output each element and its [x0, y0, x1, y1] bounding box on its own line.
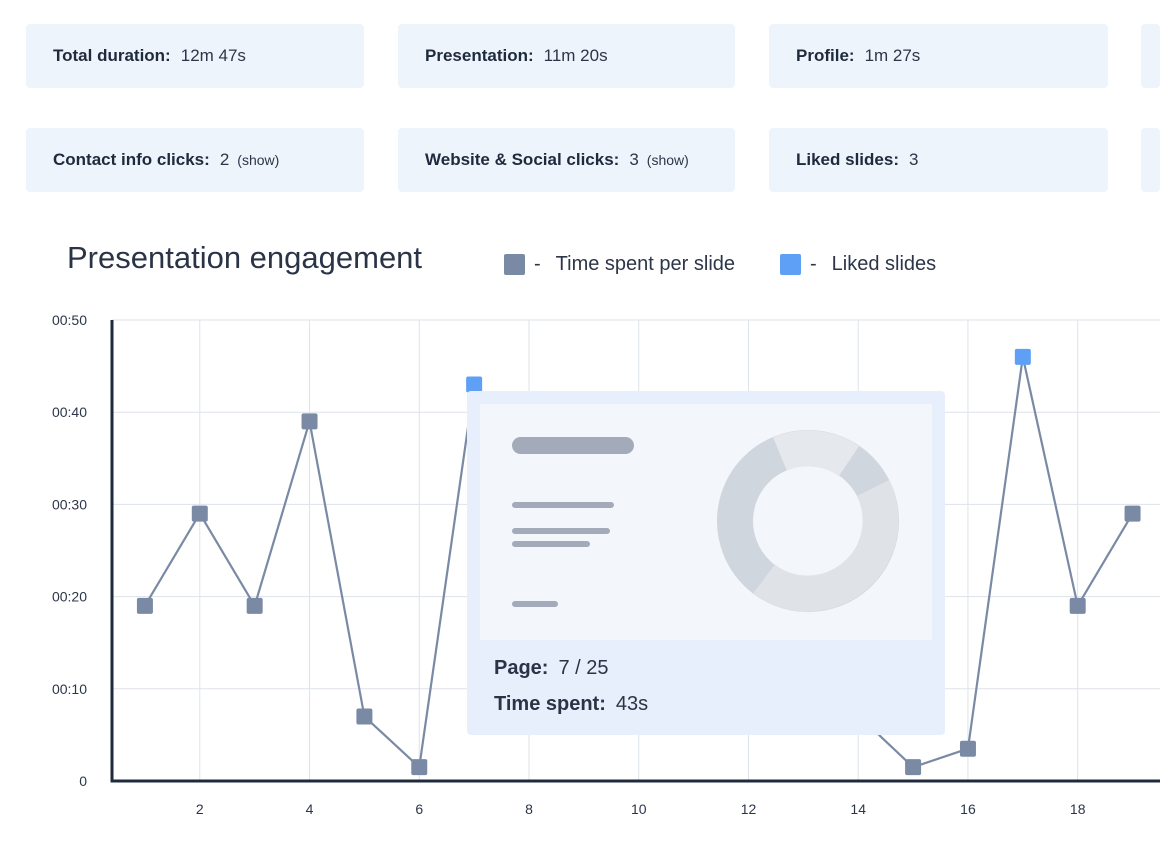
legend-label: Time spent per slide [555, 253, 736, 275]
series-line-segment [966, 356, 1024, 749]
data-point [301, 413, 318, 430]
series-line-segment [308, 421, 366, 717]
y-tick-label: 00:30 [52, 496, 87, 512]
series-line-segment [418, 384, 476, 768]
series-line-segment [143, 513, 201, 607]
liked-slide-point [466, 376, 483, 393]
x-tick-label: 6 [415, 801, 423, 817]
data-point [246, 597, 263, 614]
stat-value: 1m 27s [864, 46, 921, 65]
stat-value: 12m 47s [180, 46, 246, 65]
chart-axes [110, 320, 1160, 783]
y-tick-label: 00:40 [52, 404, 87, 420]
slide-tooltip: Page: 7 / 25 Time spent: 43s [467, 391, 945, 735]
stat-label: Liked slides: [796, 150, 899, 169]
slide-thumbnail-graphic [512, 430, 899, 612]
legend-item-liked-slides: - Liked slides [780, 253, 936, 276]
y-tick-label: 0 [79, 773, 87, 789]
data-point [411, 759, 428, 776]
x-tick-label: 18 [1070, 801, 1086, 817]
thumb-text-line [512, 601, 558, 607]
stat-card-total-duration: Total duration: 12m 47s [26, 24, 364, 88]
stat-label: Website & Social clicks: [425, 150, 620, 169]
chart-ticks: 0 00:10 00:20 00:30 00:40 00:50 2 4 6 8 10 12 14 16 18 [52, 312, 1086, 817]
stat-card-profile: Profile: 1m 27s [769, 24, 1108, 88]
data-point [1069, 597, 1086, 614]
data-point [905, 759, 922, 776]
legend-dash: - [534, 253, 541, 275]
stat-card-contact-clicks: Contact info clicks: 2 (show) [26, 128, 364, 192]
thumb-text-line [512, 541, 590, 547]
tooltip-time-label: Time spent: [494, 693, 606, 715]
legend-label: Liked slides [831, 253, 937, 275]
legend-swatch [504, 254, 525, 275]
x-tick-label: 4 [306, 801, 314, 817]
data-point [136, 597, 153, 614]
x-tick-label: 14 [850, 801, 866, 817]
legend-swatch [780, 254, 801, 275]
stat-card-cut-off [1141, 128, 1160, 192]
thumb-text-line [512, 502, 614, 508]
legend-dash: - [810, 253, 817, 275]
series-line-segment [912, 747, 969, 769]
thumb-donut-icon [717, 430, 899, 612]
tooltip-page-row: Page: 7 / 25 [494, 657, 609, 680]
stat-label: Presentation: [425, 46, 534, 65]
x-tick-label: 10 [631, 801, 647, 817]
x-tick-label: 8 [525, 801, 533, 817]
y-tick-label: 00:10 [52, 681, 87, 697]
stat-card-presentation: Presentation: 11m 20s [398, 24, 735, 88]
stat-label: Total duration: [53, 46, 171, 65]
tooltip-page-value: 7 / 25 [558, 657, 609, 679]
chart-series [136, 348, 1141, 776]
stat-label: Profile: [796, 46, 855, 65]
stat-value: 3 [908, 150, 919, 169]
series-line-segment [253, 421, 311, 607]
show-contact-clicks-link[interactable]: (show) [237, 152, 280, 168]
stat-value: 3 [629, 150, 639, 169]
x-tick-label: 2 [196, 801, 204, 817]
liked-slide-point [1014, 348, 1031, 365]
thumb-text-line [512, 528, 610, 534]
series-line-segment [363, 715, 421, 768]
show-website-clicks-link[interactable]: (show) [646, 152, 689, 168]
data-point [959, 740, 976, 757]
data-point [356, 708, 373, 725]
tooltip-page-label: Page: [494, 657, 549, 679]
stat-value: 11m 20s [543, 46, 608, 65]
thumb-heading-bar [512, 437, 634, 454]
legend-item-time-spent: - Time spent per slide [504, 253, 735, 276]
x-tick-label: 12 [741, 801, 757, 817]
data-point [191, 505, 208, 522]
y-tick-label: 00:20 [52, 589, 87, 605]
stat-value: 2 [219, 150, 230, 169]
tooltip-time-row: Time spent: 43s [494, 693, 648, 716]
slide-thumbnail [480, 404, 932, 640]
series-line-segment [198, 513, 256, 607]
series-line-segment [1021, 356, 1079, 607]
stat-label: Contact info clicks: [53, 150, 210, 169]
x-tick-label: 16 [960, 801, 976, 817]
stat-card-liked-slides: Liked slides: 3 [769, 128, 1108, 192]
stat-card-cut-off [1141, 24, 1160, 88]
y-tick-label: 00:50 [52, 312, 87, 328]
stat-card-website-social-clicks: Website & Social clicks: 3 (show) [398, 128, 735, 192]
series-line-segment [1076, 513, 1134, 607]
data-point [1124, 505, 1141, 522]
tooltip-time-value: 43s [615, 693, 649, 715]
chart-title: Presentation engagement [67, 240, 423, 275]
